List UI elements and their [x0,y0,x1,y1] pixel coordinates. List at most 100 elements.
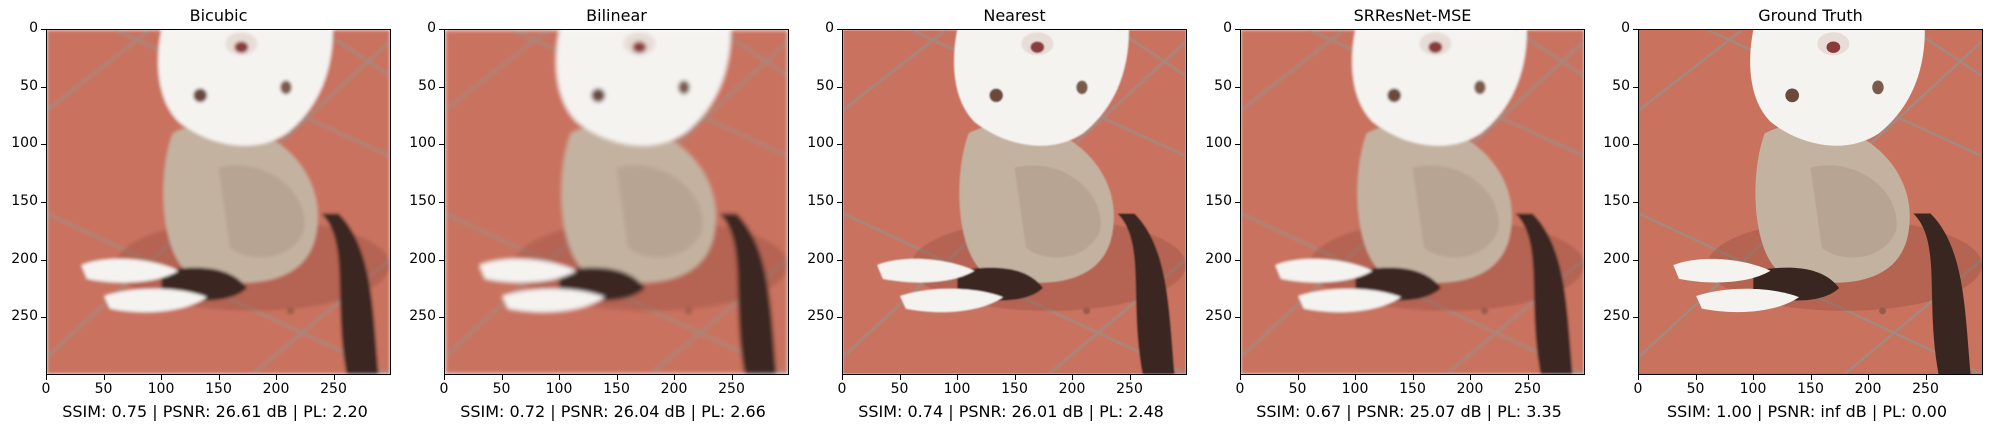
image-plot [46,29,391,375]
y-tick-label: 200 [807,250,834,267]
metrics-caption: SSIM: 0.72 | PSNR: 26.04 dB | PL: 2.66 [460,402,766,421]
y-tick-label: 250 [1603,308,1630,325]
x-tick-label: 200 [1058,381,1086,397]
y-tick-label: 100 [807,135,834,152]
x-tick-label: 200 [262,381,290,397]
y-tick-label: 100 [409,135,436,152]
x-tick-label: 0 [837,381,847,397]
x-tick-mark [1470,375,1471,380]
y-tick-mark [439,202,444,203]
y-tick-label: 100 [11,135,38,152]
y-tick-label: 50 [816,77,834,94]
y-tick-mark [837,29,842,30]
image-plot [1240,29,1585,375]
y-tick-mark [1633,202,1638,203]
x-tick-label: 0 [41,381,51,397]
x-tick-label: 150 [1399,381,1426,397]
y-tick-label: 250 [1205,308,1232,325]
x-tick-label: 250 [1912,381,1939,397]
y-tick-mark [1235,317,1240,319]
x-tick-label: 100 [545,381,573,397]
x-tick-mark [731,375,733,380]
image-plot [444,29,789,375]
cat-image [1639,30,1982,374]
panel-title: Bilinear [586,6,647,25]
x-tick-mark [161,375,162,380]
x-tick-label: 250 [320,381,347,397]
y-tick-mark [439,317,444,319]
y-tick-label: 200 [409,250,436,267]
y-tick-label: 250 [11,308,38,325]
panel-title: Ground Truth [1758,6,1863,25]
y-tick-mark [837,259,842,261]
x-tick-mark [616,375,618,380]
y-tick-mark [41,259,46,261]
x-tick-mark [559,375,560,380]
x-tick-mark [1695,375,1697,380]
cat-image [1241,30,1584,374]
y-tick-label: 50 [418,77,436,94]
x-tick-label: 50 [94,381,113,397]
cat-image [843,30,1186,374]
y-tick-mark [41,202,46,203]
y-tick-mark [439,86,444,88]
x-tick-mark [276,375,277,380]
y-tick-label: 100 [1603,135,1630,152]
x-tick-label: 50 [492,381,511,397]
y-tick-mark [439,29,444,30]
y-tick-mark [1235,29,1240,30]
y-tick-mark [837,202,842,203]
y-tick-label: 0 [427,20,436,36]
y-tick-mark [837,144,842,146]
panel-title: SRResNet-MSE [1353,6,1472,25]
x-tick-mark [1355,375,1356,380]
y-tick-mark [1633,29,1638,30]
panel-bicubic: Bicubic [0,0,398,431]
x-tick-mark [1240,375,1241,380]
y-tick-mark [41,317,46,319]
panel-title: Bicubic [189,6,248,25]
x-tick-mark [1129,375,1131,380]
y-tick-label: 150 [409,193,436,209]
x-tick-label: 150 [205,381,232,397]
x-tick-mark [1925,375,1927,380]
cat-image [47,30,390,374]
y-tick-label: 200 [1205,250,1232,267]
x-tick-label: 150 [1001,381,1028,397]
y-tick-label: 0 [825,20,834,36]
x-tick-label: 100 [943,381,971,397]
y-tick-label: 0 [1621,20,1630,36]
panel-srresnet-mse: SRResNet-MSE [1194,0,1592,431]
y-tick-mark [1235,202,1240,203]
y-tick-label: 200 [1603,250,1630,267]
x-tick-mark [957,375,958,380]
x-tick-label: 0 [1633,381,1643,397]
x-tick-mark [1527,375,1529,380]
metrics-caption: SSIM: 0.74 | PSNR: 26.01 dB | PL: 2.48 [858,402,1164,421]
x-tick-label: 150 [1797,381,1824,397]
y-tick-mark [1235,144,1240,146]
x-tick-label: 250 [1116,381,1143,397]
x-tick-label: 100 [147,381,175,397]
x-tick-mark [1868,375,1869,380]
y-tick-label: 150 [807,193,834,209]
x-tick-mark [1072,375,1073,380]
y-tick-label: 150 [1205,193,1232,209]
y-tick-label: 150 [11,193,38,209]
x-tick-label: 0 [439,381,449,397]
x-tick-label: 250 [718,381,745,397]
x-tick-label: 250 [1514,381,1541,397]
cat-image [445,30,788,374]
y-tick-mark [1633,259,1638,261]
y-tick-label: 200 [11,250,38,267]
x-tick-label: 200 [660,381,688,397]
y-tick-mark [1235,259,1240,261]
x-tick-mark [674,375,675,380]
y-tick-mark [439,144,444,146]
metrics-caption: SSIM: 0.75 | PSNR: 26.61 dB | PL: 2.20 [62,402,368,421]
y-tick-mark [837,317,842,319]
y-tick-label: 50 [1612,77,1630,94]
x-tick-mark [501,375,503,380]
image-plot [842,29,1187,375]
panel-ground-truth: Ground Truth [1592,0,1990,431]
